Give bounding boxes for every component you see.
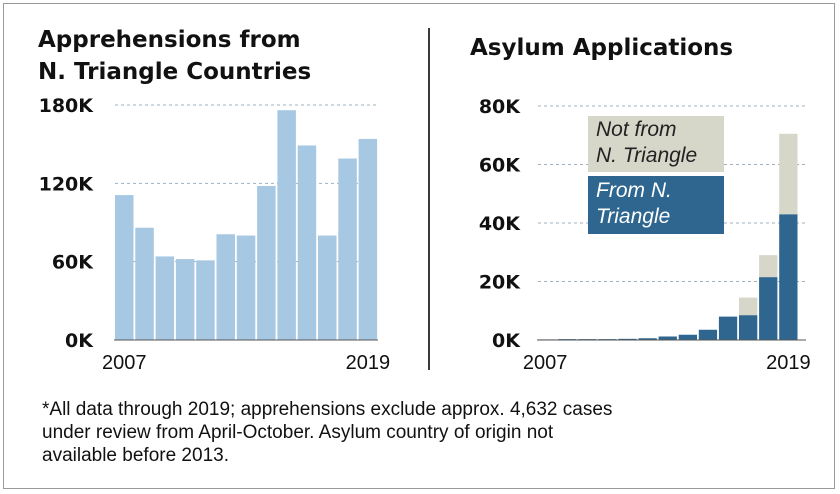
apprehensions-x-tick-start: 2007 — [102, 352, 147, 374]
asylum-x-tick-end: 2019 — [766, 352, 811, 374]
footnote-line-1: *All data through 2019; apprehensions ex… — [42, 399, 613, 420]
asylum-bar-from-nt-2013 — [658, 336, 677, 340]
asylum-y-tick: 40K — [479, 213, 521, 235]
apprehensions-bar-2018 — [338, 158, 357, 340]
apprehensions-x-tick-end: 2019 — [346, 352, 391, 374]
apprehensions-bar-2015 — [277, 110, 296, 340]
apprehensions-bar-2012 — [216, 234, 235, 340]
chart-frame — [3, 3, 835, 489]
apprehensions-bar-2019 — [358, 138, 378, 340]
apprehensions-title-line2: N. Triangle Countries — [38, 59, 312, 85]
apprehensions-bar-2010 — [175, 259, 195, 340]
asylum-title: Asylum Applications — [470, 35, 734, 61]
apprehensions-y-tick: 60K — [52, 252, 94, 274]
asylum-bar-not-from-nt-2017 — [739, 297, 758, 316]
asylum-y-tick: 0K — [492, 330, 521, 352]
apprehensions-bar-2014 — [257, 185, 276, 340]
apprehensions-bar-2016 — [297, 145, 317, 340]
asylum-bar-from-nt-2017 — [739, 315, 758, 340]
asylum-y-tick: 60K — [479, 155, 521, 177]
apprehensions-bar-2007 — [115, 195, 134, 340]
apprehensions-bar-2011 — [196, 260, 215, 340]
apprehensions-y-tick: 120K — [39, 173, 95, 195]
apprehensions-bar-2008 — [135, 227, 154, 340]
legend-from-nt-label-line1: From N. — [596, 179, 672, 202]
legend-not-from-nt-label-line2: N. Triangle — [596, 144, 697, 167]
asylum-y-tick: 20K — [479, 272, 521, 294]
apprehensions-y-tick: 0K — [65, 330, 94, 352]
apprehensions-title-line1: Apprehensions from — [38, 27, 301, 53]
asylum-bar-not-from-nt-2019 — [779, 133, 798, 215]
asylum-bar-not-from-nt-2018 — [759, 255, 778, 278]
footnote-line-3: available before 2013. — [42, 445, 229, 466]
apprehensions-bar-2013 — [236, 235, 256, 340]
asylum-bar-from-nt-2014 — [678, 334, 697, 340]
asylum-y-tick: 80K — [479, 96, 521, 118]
footnote: *All data through 2019; apprehensions ex… — [42, 398, 822, 467]
legend-from-nt-box — [588, 176, 724, 234]
footnote-line-2: under review from April-October. Asylum … — [42, 422, 554, 443]
asylum-bar-from-nt-2011 — [618, 338, 637, 340]
apprehensions-bar-2009 — [155, 256, 175, 340]
asylum-bar-from-nt-2015 — [698, 329, 718, 340]
panel-divider — [428, 28, 430, 370]
apprehensions-bar-2017 — [318, 235, 337, 340]
asylum-bar-from-nt-2019 — [779, 214, 798, 340]
apprehensions-y-tick: 180K — [39, 95, 95, 117]
asylum-x-tick-start: 2007 — [523, 352, 568, 374]
legend-not-from-nt-box — [588, 116, 724, 172]
legend-from-nt-label-line2: Triangle — [596, 205, 670, 228]
legend-not-from-nt-label-line1: Not from — [596, 118, 677, 141]
asylum-bar-from-nt-2016 — [718, 316, 738, 340]
asylum-bar-from-nt-2012 — [638, 338, 657, 340]
asylum-bar-from-nt-2018 — [759, 277, 778, 340]
